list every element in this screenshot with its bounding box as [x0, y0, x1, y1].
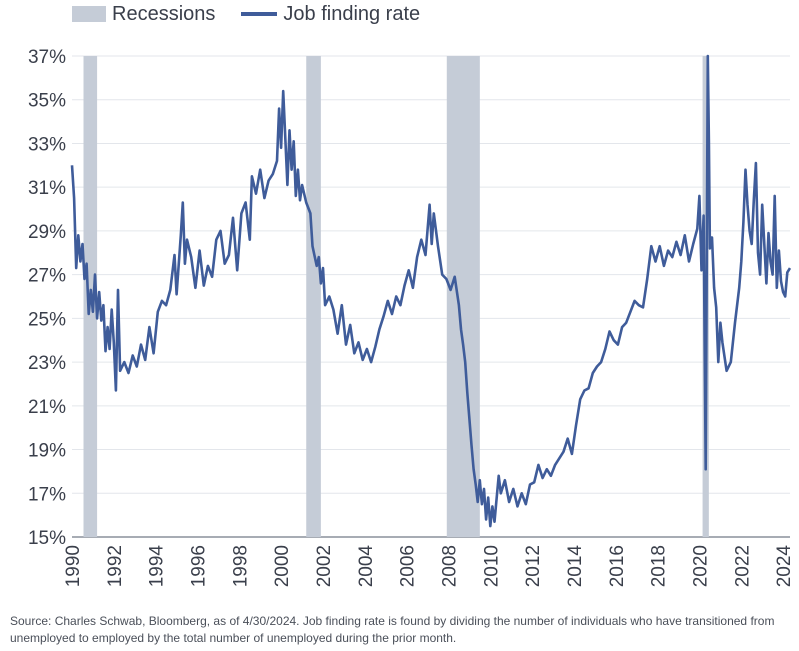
- x-tick-label: 2018: [649, 545, 670, 587]
- x-tick-label: 1990: [63, 545, 84, 587]
- y-tick-label: 37%: [28, 47, 66, 68]
- x-tick-label: 2010: [481, 545, 502, 587]
- y-tick-label: 17%: [28, 484, 66, 505]
- y-tick-label: 29%: [28, 222, 66, 243]
- y-tick-label: 27%: [28, 266, 66, 287]
- job-finding-rate-line: [70, 54, 792, 528]
- legend-label-recessions: Recessions: [112, 2, 216, 25]
- series-lines: [70, 54, 792, 528]
- x-tick-label: 2002: [314, 545, 335, 587]
- y-tick-label: 25%: [28, 309, 66, 330]
- y-tick-label: 23%: [28, 353, 66, 374]
- x-tick-label: 2014: [565, 545, 586, 588]
- y-tick-label: 35%: [28, 91, 66, 112]
- x-tick-label: 2022: [732, 545, 753, 587]
- x-tick-label: 2012: [523, 545, 544, 587]
- legend-item-job-finding-rate: Job finding rate: [241, 3, 420, 26]
- y-tick-label: 15%: [28, 528, 66, 549]
- recession-band: [306, 56, 321, 537]
- x-tick-label: 2024: [774, 545, 795, 588]
- x-tick-label: 2008: [440, 545, 461, 587]
- y-axis-ticks: 15% 17% 19% 21% 23% 25% 27% 29% 31% 33% 35% 37%: [28, 47, 66, 549]
- x-tick-label: 2020: [690, 545, 711, 587]
- x-tick-label: 1994: [147, 545, 168, 588]
- x-tick-label: 2016: [607, 545, 628, 587]
- job-finding-rate-chart: 15% 17% 19% 21% 23% 25% 27% 29% 31% 33% 35% 37% 199…: [28, 47, 795, 588]
- x-axis-ticks: 1990 1992 1994 1996 1998 2000 2002 2004 2006 2008…: [63, 545, 795, 588]
- y-tick-label: 19%: [28, 441, 66, 462]
- recession-band: [446, 56, 480, 537]
- y-tick-label: 33%: [28, 134, 66, 155]
- x-tick-label: 2000: [272, 545, 293, 587]
- recessions-swatch: [72, 6, 106, 22]
- job-finding-rate-swatch: [241, 12, 278, 16]
- x-tick-label: 1992: [105, 545, 126, 587]
- x-tick-label: 1998: [230, 545, 251, 587]
- legend-label-job-finding-rate: Job finding rate: [283, 2, 421, 25]
- gridlines: [72, 55, 790, 538]
- x-tick-label: 2006: [398, 545, 419, 587]
- legend-item-recessions: Recessions: [72, 3, 215, 26]
- y-tick-label: 21%: [28, 397, 66, 418]
- x-tick-label: 2004: [356, 545, 377, 588]
- y-tick-label: 31%: [28, 178, 66, 199]
- source-note: Source: Charles Schwab, Bloomberg, as of…: [10, 614, 775, 645]
- legend: Recessions Job finding rate: [72, 0, 446, 28]
- x-tick-label: 1996: [189, 545, 210, 587]
